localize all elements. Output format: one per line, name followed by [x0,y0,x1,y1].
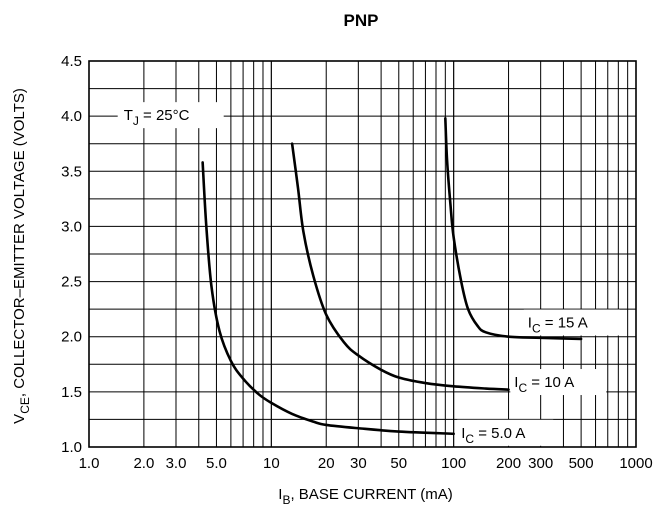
x-axis-label: IB, BASE CURRENT (mA) [278,486,452,507]
y-axis-label: VCE, COLLECTOR–EMITTER VOLTAGE (VOLTS) [11,88,32,424]
x-tick-label: 3.0 [166,455,187,472]
series-line-3 [444,117,583,341]
series-label-background [523,309,620,336]
series-label-1: IC = 5.0 A [461,425,525,446]
y-tick-labels: 1.0 1.5 2.0 2.5 3.0 3.5 4.0 4.5 [61,53,82,456]
x-tick-label: 10 [263,455,280,472]
y-tick-label: 4.0 [61,108,82,125]
x-tick-label: 2.0 [133,455,154,472]
x-tick-label: 5.0 [206,455,227,472]
x-tick-label: 100 [441,455,466,472]
x-tick-labels: 1.0 2.0 3.0 5.0 10 20 30 50 100 200 300 500 1000 [79,455,653,472]
series-line-2 [290,142,510,391]
y-tick-label: 1.0 [61,439,82,456]
y-tick-label: 1.5 [61,384,82,401]
series-label-3: IC = 15 A [528,314,588,335]
series-label-background [457,419,554,446]
series-line-1 [201,161,455,436]
y-tick-label: 3.5 [61,163,82,180]
plot-frame [88,60,637,448]
x-tick-label: 1000 [619,455,652,472]
y-tick-label: 2.5 [61,274,82,291]
chart-title: PNP [344,11,379,30]
y-tick-label: 3.0 [61,218,82,235]
labels: IB, BASE CURRENT (mA) VCE, COLLECTOR–EMIT… [11,88,620,507]
y-tick-label: 2.0 [61,329,82,346]
curves [201,117,583,436]
x-tick-label: 1.0 [79,455,100,472]
x-tick-label: 500 [569,455,594,472]
temperature-annotation: TJ = 25°C [124,107,190,128]
series-label-2: IC = 10 A [514,374,574,395]
x-tick-label: 200 [496,455,521,472]
x-tick-label: 300 [528,455,553,472]
x-tick-label: 50 [390,455,407,472]
x-tick-label: 30 [350,455,367,472]
x-tick-label: 20 [318,455,335,472]
annotation-background [117,102,224,129]
series-label-background [510,369,607,396]
y-tick-label: 4.5 [61,53,82,70]
